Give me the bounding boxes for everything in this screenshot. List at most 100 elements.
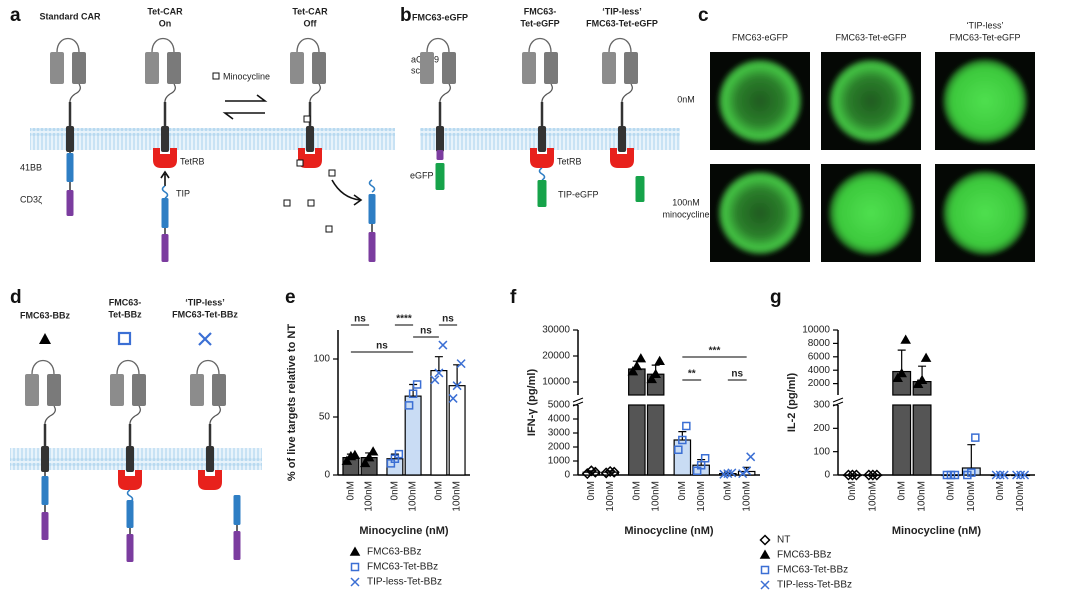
minocycline <box>283 199 291 207</box>
tipless-egfp <box>635 176 645 202</box>
label: 100nM <box>966 481 977 512</box>
scfv-vh <box>190 374 204 406</box>
marker-triangle <box>363 452 375 462</box>
axis-break <box>572 397 584 407</box>
label: TetRB <box>180 156 205 166</box>
label: 100 <box>813 446 830 457</box>
label: 100nM <box>672 197 700 207</box>
marker-triangle <box>896 368 907 378</box>
cd3z <box>368 232 376 262</box>
hinge-loop <box>56 37 80 53</box>
linker <box>309 83 321 105</box>
linker <box>44 405 56 427</box>
label: TIP <box>176 188 190 198</box>
costim-41bb <box>41 476 49 505</box>
scfv-vh <box>25 374 39 406</box>
linker <box>439 83 451 105</box>
marker-square <box>674 445 683 455</box>
minocycline <box>328 169 336 177</box>
cell <box>829 59 913 143</box>
label: 30000 <box>542 325 570 336</box>
legend-marker <box>759 534 771 546</box>
label: Minocycline (nM) <box>359 525 449 537</box>
label: ns <box>376 341 388 352</box>
label: TIP-less-Tet-BBz <box>367 577 442 588</box>
label: 0nM <box>847 481 858 500</box>
transmembrane <box>538 126 546 152</box>
marker-square <box>971 433 980 442</box>
tetr <box>153 148 177 168</box>
equilibrium <box>222 94 268 120</box>
marker-triangle <box>650 368 661 378</box>
marker-square <box>117 331 132 346</box>
tetr <box>298 148 322 168</box>
minocycline <box>212 72 220 80</box>
marker-x <box>1012 470 1022 480</box>
bar <box>628 404 646 476</box>
label: 100nM <box>917 481 928 512</box>
linker <box>69 83 81 105</box>
costim-41bb <box>66 153 74 182</box>
label: 0nM <box>346 481 357 500</box>
label: 3000 <box>548 428 571 439</box>
minocycline <box>296 159 304 167</box>
marker-x <box>742 466 752 476</box>
marker-diamond <box>863 469 875 481</box>
label: a <box>10 5 21 26</box>
label: TetRB <box>557 156 582 166</box>
hinge-loop <box>151 37 175 53</box>
marker-triangle <box>900 334 911 344</box>
label: 100nM <box>696 481 707 512</box>
scfv-vl <box>624 52 638 84</box>
label: Minocycline (nM) <box>624 525 714 537</box>
label: 0nM <box>722 481 733 500</box>
label: 1000 <box>548 456 571 467</box>
label: FMC63-Tet-BBz <box>777 565 848 576</box>
label: 100nM <box>867 481 878 512</box>
label: FMC63-Tet-eGFP <box>949 32 1020 42</box>
cell <box>829 171 913 255</box>
label: CD3ζ <box>20 194 42 204</box>
marker-x <box>995 470 1005 480</box>
marker-diamond <box>867 469 879 481</box>
marker-triangle <box>654 355 665 365</box>
label: FMC63-BBz <box>367 547 421 558</box>
transmembrane <box>618 126 626 152</box>
marker-x <box>430 375 440 385</box>
legend-marker <box>760 565 770 575</box>
label: 0 <box>564 470 570 481</box>
minocycline <box>303 115 311 123</box>
hinge-loop <box>116 359 140 375</box>
scfv-vl <box>544 52 558 84</box>
label: 8000 <box>808 338 831 349</box>
costim-41bb <box>368 194 376 224</box>
cell <box>718 171 802 255</box>
label: f <box>510 287 517 308</box>
label: IFN-γ (pg/ml) <box>526 369 538 437</box>
marker-triangle <box>341 455 353 465</box>
transmembrane <box>66 126 74 152</box>
hinge-loop <box>196 359 220 375</box>
bar <box>912 404 932 476</box>
label: FMC63-eGFP <box>732 32 788 42</box>
membrane <box>420 128 680 150</box>
label: eGFP <box>410 170 434 180</box>
cd3z <box>436 150 444 160</box>
scfv-vh <box>602 52 616 84</box>
membrane <box>30 128 395 150</box>
marker-x <box>991 470 1001 480</box>
label: 6000 <box>808 351 831 362</box>
label: IL-2 (pg/ml) <box>786 373 798 433</box>
label: FMC63-Tet-BBz <box>172 309 238 319</box>
label: e <box>285 287 296 308</box>
marker-square <box>700 453 710 463</box>
label: ‘TIP-less’ <box>966 20 1003 30</box>
bar <box>430 370 448 476</box>
label: 0nM <box>586 481 597 500</box>
label: 50 <box>319 412 331 423</box>
label: % of live targets relative to NT <box>286 324 298 481</box>
transmembrane <box>126 446 134 472</box>
tip-egfp <box>537 180 547 207</box>
marker-triangle <box>349 449 361 460</box>
label: Tet-CAR <box>292 6 328 16</box>
